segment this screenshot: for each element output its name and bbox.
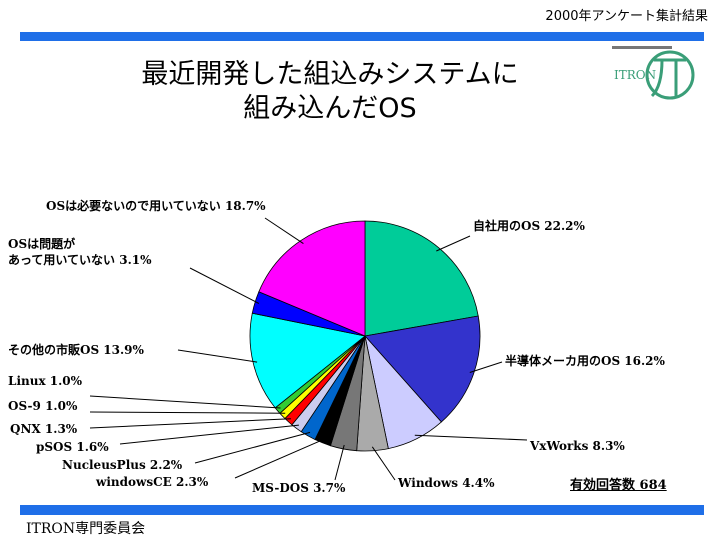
leader-line	[414, 434, 528, 441]
title-line-2: 組み込んだOS	[243, 93, 417, 124]
page-title: 最近開発した組込みシステムに 組み込んだOS	[100, 58, 560, 126]
pie-slice	[258, 220, 366, 337]
pie-slice	[364, 220, 479, 337]
leader-line	[469, 361, 503, 373]
leader-line	[436, 235, 471, 252]
leader-line	[189, 267, 260, 304]
slice-label: OS-9 1.0%	[8, 399, 78, 413]
survey-caption: 2000年アンケート集計結果	[545, 9, 708, 24]
slice-label: VxWorks 8.3%	[529, 439, 625, 453]
slice-label: Windows 4.4%	[397, 476, 495, 490]
slice-label: windowsCE 2.3%	[95, 475, 209, 489]
leader-line	[234, 438, 325, 479]
leader-line	[119, 424, 299, 445]
title-line-1: 最近開発した組込みシステムに	[141, 59, 519, 90]
leader-line	[194, 431, 311, 464]
top-accent-bar	[20, 32, 704, 41]
leader-line	[371, 446, 396, 481]
slice-label: pSOS 1.6%	[36, 440, 109, 454]
slice-label: OSは必要ないので用いていない 18.7%	[46, 198, 266, 213]
slice-label: OSは問題があって用いていない 3.1%	[8, 236, 152, 267]
slice-label: QNX 1.3%	[10, 422, 78, 436]
bottom-accent-bar	[20, 505, 704, 515]
logo-text: ITRON	[614, 68, 656, 82]
leader-line	[334, 444, 345, 481]
slice-label: その他の市販OS 13.9%	[8, 342, 145, 357]
leader-line	[177, 349, 258, 363]
slice-label: MS-DOS 3.7%	[252, 481, 346, 495]
leader-line	[264, 217, 304, 245]
leader-line	[89, 395, 281, 409]
leader-line	[89, 418, 292, 429]
itron-logo: ITRON	[612, 46, 695, 100]
slice-label: 自社用のOS 22.2%	[473, 218, 586, 233]
response-count: 有効回答数 684	[570, 478, 667, 493]
slice-label: 半導体メーカ用のOS 16.2%	[505, 353, 666, 368]
slice-label: Linux 1.0%	[8, 374, 83, 388]
footer-text: ITRON専門委員会	[26, 521, 146, 537]
pie-slice	[364, 315, 481, 423]
pie-slice	[249, 312, 366, 409]
slice-label: NucleusPlus 2.2%	[62, 458, 183, 472]
leader-line	[89, 411, 286, 414]
